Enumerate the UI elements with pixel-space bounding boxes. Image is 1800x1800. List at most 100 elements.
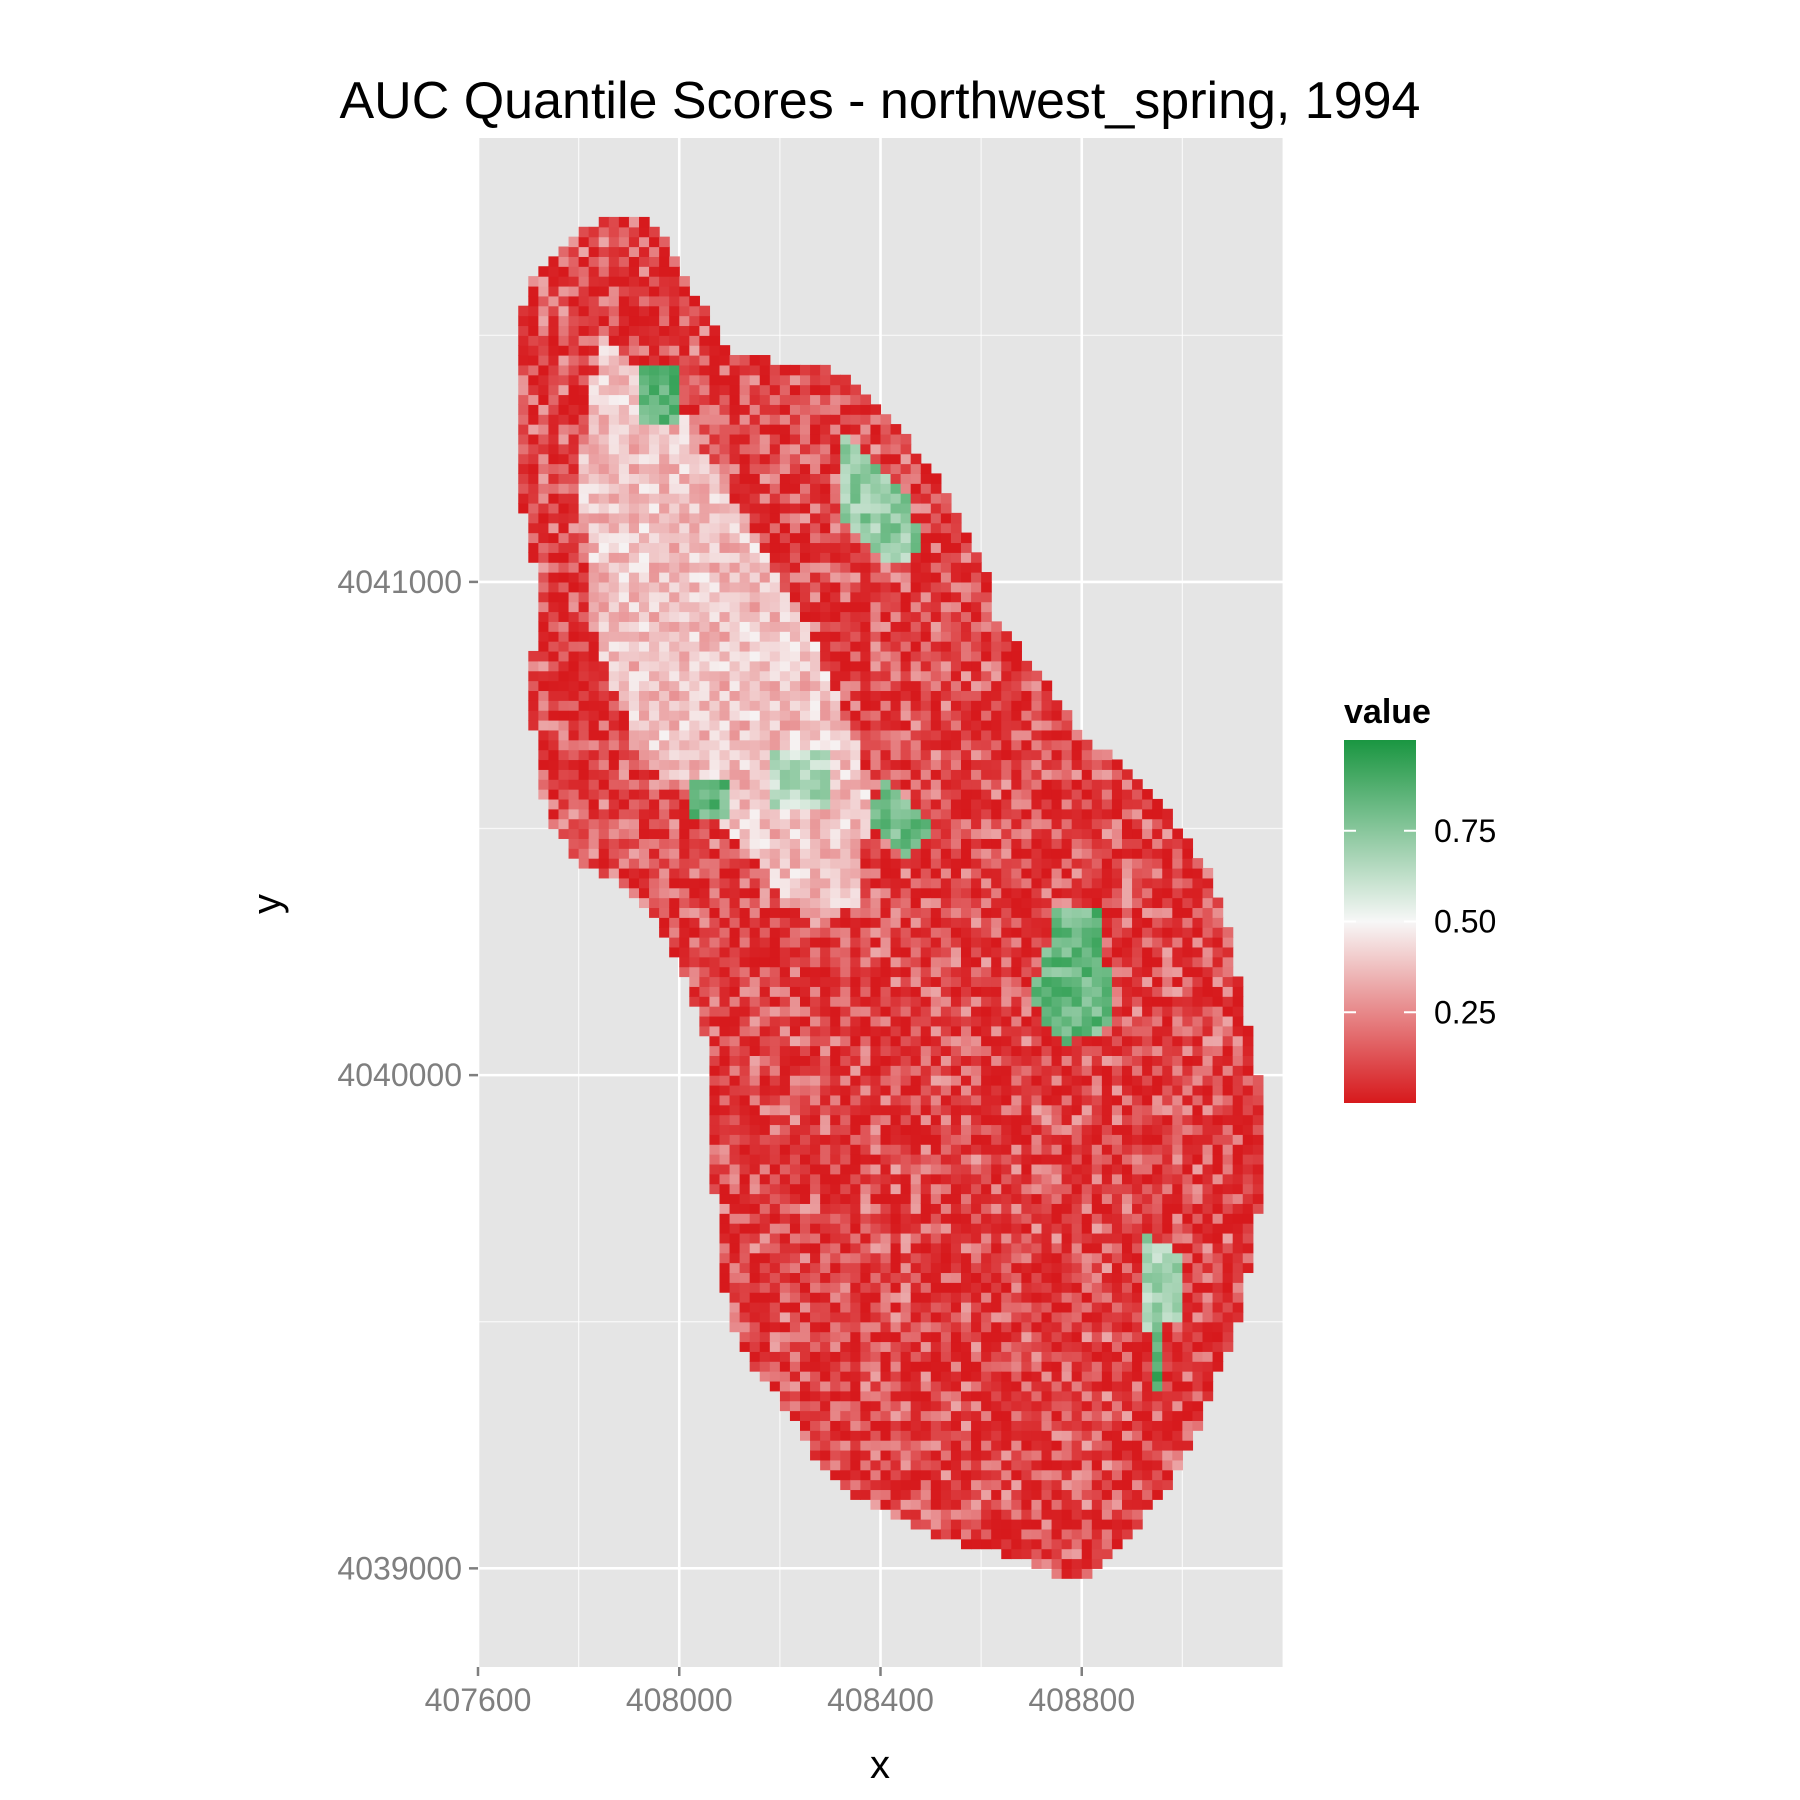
heatmap-cell	[810, 1124, 821, 1135]
heatmap-cell	[769, 522, 781, 534]
heatmap-cell	[950, 848, 962, 859]
heatmap-cell	[538, 720, 550, 731]
heatmap-cell	[729, 937, 741, 948]
heatmap-cell	[639, 838, 650, 849]
heatmap-cell	[820, 808, 831, 820]
heatmap-cell	[779, 818, 791, 830]
heatmap-cell	[900, 1302, 912, 1313]
heatmap-cell	[971, 1528, 982, 1540]
heatmap-cell	[639, 295, 650, 307]
heatmap-cell	[840, 759, 851, 770]
heatmap-cell	[689, 966, 700, 978]
heatmap-cell	[1021, 1509, 1033, 1520]
heatmap-cell	[880, 611, 892, 622]
heatmap-cell	[729, 641, 741, 652]
heatmap-cell	[820, 1390, 831, 1402]
heatmap-cell	[1071, 1006, 1083, 1017]
heatmap-cell	[628, 345, 640, 356]
heatmap-cell	[961, 690, 972, 701]
heatmap-cell	[850, 1124, 861, 1135]
heatmap-cell	[789, 838, 801, 849]
heatmap-cell	[1051, 867, 1063, 879]
heatmap-cell	[940, 838, 952, 849]
heatmap-cell	[1011, 1094, 1022, 1106]
heatmap-cell	[830, 1104, 841, 1116]
heatmap-cell	[749, 1311, 761, 1323]
heatmap-cell	[1001, 1262, 1012, 1274]
heatmap-cell	[749, 937, 761, 948]
heatmap-cell	[558, 739, 570, 751]
heatmap-cell	[830, 591, 841, 603]
heatmap-cell	[759, 1104, 771, 1116]
heatmap-cell	[779, 611, 791, 622]
heatmap-cell	[659, 285, 670, 297]
heatmap-cell	[860, 1114, 872, 1126]
heatmap-cell	[930, 631, 942, 642]
heatmap-cell	[789, 907, 801, 918]
heatmap-cell	[628, 512, 640, 524]
heatmap-cell	[850, 789, 861, 800]
heatmap-cell	[699, 374, 711, 386]
heatmap-cell	[860, 1361, 872, 1372]
heatmap-cell	[739, 433, 751, 445]
heatmap-cell	[709, 1114, 721, 1126]
heatmap-cell	[910, 690, 922, 701]
heatmap-cell	[981, 848, 992, 859]
heatmap-cell	[1061, 1538, 1073, 1550]
heatmap-cell	[880, 1341, 892, 1352]
heatmap-cell	[1061, 818, 1073, 830]
heatmap-cell	[528, 680, 539, 692]
heatmap-cell	[910, 680, 922, 692]
heatmap-cell	[820, 542, 831, 553]
heatmap-cell	[779, 670, 791, 682]
heatmap-cell	[1001, 631, 1012, 642]
heatmap-cell	[618, 335, 630, 346]
heatmap-cell	[759, 1114, 771, 1126]
heatmap-cell	[769, 779, 781, 790]
heatmap-cell	[729, 443, 741, 455]
heatmap-cell	[860, 1430, 872, 1441]
heatmap-cell	[1021, 1272, 1033, 1283]
heatmap-cell	[850, 1075, 861, 1086]
heatmap-cell	[981, 1025, 992, 1037]
heatmap-cell	[991, 1173, 1002, 1185]
heatmap-cell	[1011, 1104, 1022, 1116]
heatmap-cell	[659, 581, 670, 593]
heatmap-cell	[940, 798, 952, 810]
heatmap-cell	[618, 591, 630, 603]
heatmap-cell	[628, 611, 640, 622]
heatmap-cell	[1041, 1124, 1053, 1135]
heatmap-cell	[940, 848, 952, 859]
heatmap-cell	[1011, 1351, 1022, 1362]
heatmap-cell	[850, 1094, 861, 1106]
heatmap-cell	[649, 305, 660, 317]
heatmap-cell	[729, 808, 741, 820]
heatmap-cell	[709, 976, 721, 987]
heatmap-cell	[971, 1232, 982, 1244]
heatmap-cell	[568, 552, 580, 563]
heatmap-cell	[810, 1104, 821, 1116]
heatmap-cell	[860, 591, 872, 603]
heatmap-cell	[1061, 1015, 1073, 1027]
heatmap-cell	[1001, 759, 1012, 770]
heatmap-cell	[719, 818, 731, 830]
heatmap-cell	[950, 1459, 962, 1471]
heatmap-cell	[950, 690, 962, 701]
heatmap-cell	[890, 1262, 902, 1274]
heatmap-cell	[689, 364, 700, 376]
heatmap-cell	[699, 424, 711, 435]
heatmap-cell	[981, 739, 992, 751]
heatmap-cell	[930, 808, 942, 820]
heatmap-cell	[870, 769, 882, 780]
heatmap-cell	[830, 542, 841, 553]
heatmap-cell	[739, 631, 751, 642]
heatmap-cell	[920, 877, 932, 889]
heatmap-cell	[910, 966, 922, 978]
heatmap-cell	[1051, 1430, 1063, 1441]
heatmap-cell	[1061, 1410, 1073, 1421]
heatmap-cell	[779, 1094, 791, 1106]
heatmap-cell	[1041, 848, 1053, 859]
heatmap-cell	[709, 355, 721, 366]
heatmap-cell	[880, 956, 892, 968]
heatmap-cell	[699, 867, 711, 879]
